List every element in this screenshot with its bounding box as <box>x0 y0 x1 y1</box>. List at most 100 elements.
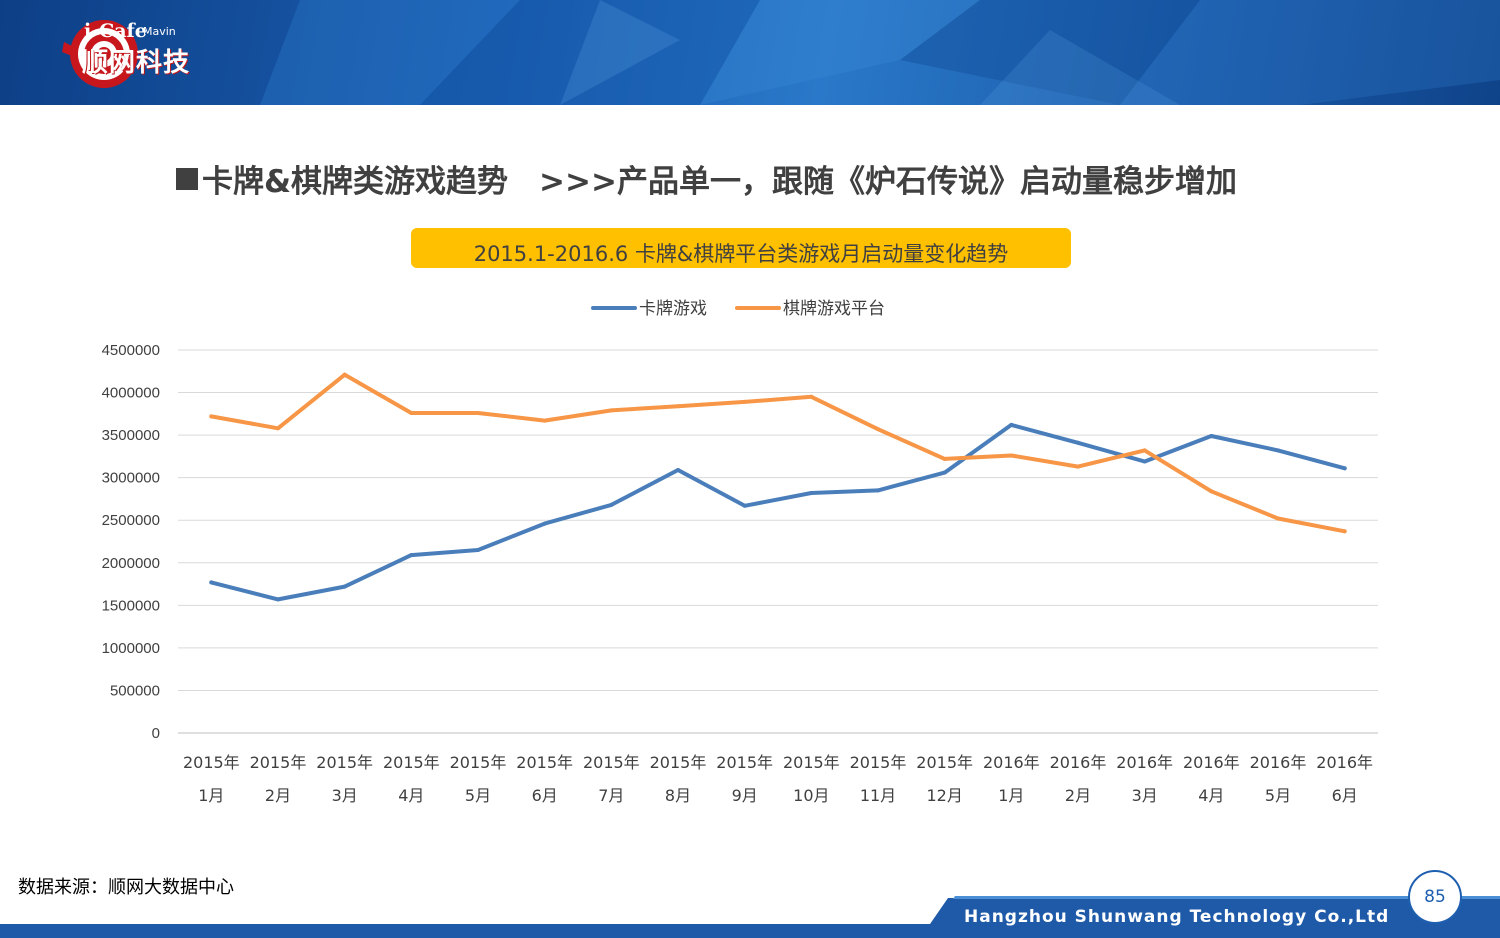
y-tick-label: 3500000 <box>102 427 160 444</box>
x-tick-label-month: 3月 <box>1132 786 1158 805</box>
x-tick-label-year: 2015年 <box>916 753 973 772</box>
header-banner: i-Cafe Mavin 顺网科技 <box>0 0 1500 105</box>
page-number-badge: 85 <box>1408 870 1462 924</box>
x-tick-label-year: 2015年 <box>450 753 507 772</box>
y-tick-label: 1000000 <box>102 640 160 657</box>
x-tick-label-month: 5月 <box>465 786 491 805</box>
data-point <box>809 394 814 399</box>
x-tick-label-year: 2015年 <box>583 753 640 772</box>
company-logo <box>62 12 302 92</box>
x-tick-label-month: 2月 <box>265 786 291 805</box>
x-tick-label-year: 2016年 <box>1250 753 1307 772</box>
y-tick-label: 4000000 <box>102 385 160 402</box>
header-pattern <box>260 0 1500 105</box>
data-point <box>276 597 280 602</box>
data-point <box>1342 466 1347 471</box>
line-chart: 卡牌游戏 棋牌游戏平台 0 500000 1000000 1500000 2000000 2… <box>102 299 1378 805</box>
y-tick-label: 4500000 <box>102 342 160 359</box>
page-number: 85 <box>1424 887 1446 907</box>
x-tick-label-year: 2015年 <box>516 753 573 772</box>
logo-brand-text: i-Cafe <box>84 20 147 42</box>
data-point <box>876 488 880 493</box>
logo-chinese-text: 顺网科技 <box>82 48 191 78</box>
data-point <box>742 503 747 508</box>
x-tick-label-month: 3月 <box>332 786 358 805</box>
data-point <box>542 521 547 526</box>
x-tick-label-month: 2月 <box>1065 786 1091 805</box>
data-point <box>542 418 547 423</box>
series-line-1 <box>209 422 1347 602</box>
x-tick-label-year: 2015年 <box>383 753 440 772</box>
data-point <box>1276 448 1280 453</box>
data-point <box>1209 489 1214 494</box>
x-tick-label-month: 8月 <box>665 786 691 805</box>
data-point <box>1142 448 1147 453</box>
legend-label: 棋牌游戏平台 <box>783 299 885 319</box>
x-tick-label-month: 6月 <box>1332 786 1358 805</box>
y-axis: 0 500000 1000000 1500000 2000000 2500000 30000… <box>102 342 160 742</box>
x-tick-label-year: 2016年 <box>1116 753 1173 772</box>
chart-title-box: 2015.1-2016.6 卡牌&棋牌平台类游戏月启动量变化趋势 <box>411 228 1071 268</box>
chart-legend: 卡牌游戏 棋牌游戏平台 <box>591 299 885 319</box>
chart-title: 2015.1-2016.6 卡牌&棋牌平台类游戏月启动量变化趋势 <box>473 242 1009 266</box>
data-point <box>342 372 347 377</box>
title-square-icon <box>176 168 198 190</box>
x-tick-label-year: 2015年 <box>716 753 773 772</box>
target-logo-icon <box>62 20 138 88</box>
logo-sub-text: Mavin <box>143 25 176 38</box>
data-point <box>876 427 880 432</box>
chart-series <box>209 372 1347 602</box>
x-tick-label-month: 4月 <box>1198 786 1224 805</box>
data-point <box>1009 453 1014 458</box>
x-tick-label-year: 2015年 <box>183 753 240 772</box>
company-name: Hangzhou Shunwang Technology Co.,Ltd <box>964 907 1390 927</box>
x-tick-label-month: 10月 <box>793 786 829 805</box>
y-tick-label: 500000 <box>110 682 160 699</box>
series-line-2 <box>209 372 1347 534</box>
x-tick-label-year: 2016年 <box>983 753 1040 772</box>
slide-title: 卡牌&棋牌类游戏趋势 >>>产品单一，跟随《炉石传说》启动量稳步增加 <box>176 156 1376 201</box>
footer-bar <box>0 896 1500 938</box>
x-tick-label-year: 2016年 <box>1316 753 1373 772</box>
legend-label: 卡牌游戏 <box>639 299 707 319</box>
x-tick-label-month: 1月 <box>998 786 1024 805</box>
x-tick-label-year: 2015年 <box>250 753 307 772</box>
data-point <box>942 470 947 475</box>
x-tick-label-month: 1月 <box>198 786 224 805</box>
data-point <box>1142 459 1147 464</box>
x-tick-label-month: 4月 <box>398 786 424 805</box>
x-tick-label-month: 9月 <box>732 786 758 805</box>
data-point <box>1076 440 1080 445</box>
y-tick-label: 2000000 <box>102 555 160 572</box>
x-tick-label-year: 2015年 <box>650 753 707 772</box>
data-point <box>609 502 614 507</box>
y-tick-label: 2500000 <box>102 512 160 529</box>
data-point <box>409 410 414 415</box>
x-tick-label-month: 11月 <box>860 786 896 805</box>
data-point <box>1342 529 1347 534</box>
x-tick-label-month: 5月 <box>1265 786 1291 805</box>
data-point <box>676 404 680 409</box>
x-axis: 2015年 1月 2015年 2月 2015年 3月 2015年 4月 2015年 5月 2015年… <box>183 753 1373 805</box>
data-point <box>1209 433 1214 438</box>
x-tick-label-month: 7月 <box>598 786 624 805</box>
data-source-note: 数据来源：顺网大数据中心 <box>18 877 234 898</box>
data-point <box>342 584 347 589</box>
data-point <box>809 490 814 495</box>
data-point <box>1009 422 1014 427</box>
y-tick-label: 1500000 <box>102 597 160 614</box>
data-point <box>742 399 747 404</box>
data-point <box>942 456 947 461</box>
data-point <box>476 548 480 553</box>
x-tick-label-year: 2016年 <box>1050 753 1107 772</box>
chart-grid <box>178 349 1378 734</box>
data-point <box>1076 464 1080 469</box>
slide-title-text: 卡牌&棋牌类游戏趋势 >>>产品单一，跟随《炉石传说》启动量稳步增加 <box>202 164 1237 200</box>
data-point <box>609 408 614 413</box>
x-tick-label-month: 6月 <box>532 786 558 805</box>
y-tick-label: 0 <box>152 725 160 742</box>
x-tick-label-year: 2016年 <box>1183 753 1240 772</box>
y-tick-label: 3000000 <box>102 470 160 487</box>
data-point <box>409 553 414 558</box>
data-point <box>476 410 480 415</box>
